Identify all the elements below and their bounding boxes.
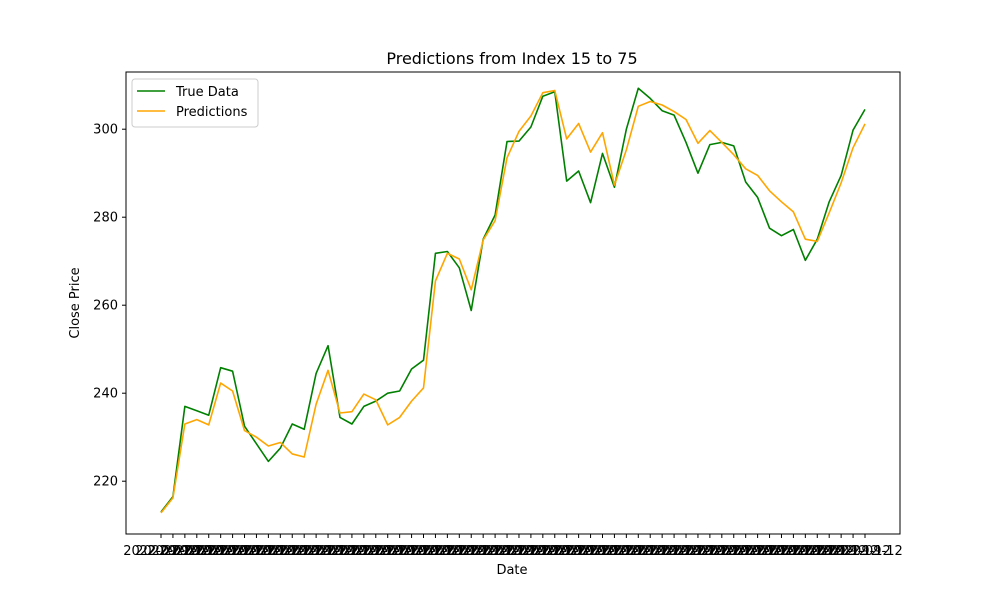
x-tick-label: 2022-09-12 bbox=[386, 544, 462, 559]
x-tick-label: 2022-09-12 bbox=[457, 544, 533, 559]
x-tick-label: 2022-09-12 bbox=[505, 544, 581, 559]
x-tick-label: 2022-09-12 bbox=[207, 544, 283, 559]
plot-frame bbox=[125, 71, 901, 535]
x-tick-label: 2022-09-12 bbox=[660, 544, 736, 559]
x-tick-label: 2022-09-12 bbox=[744, 544, 820, 559]
legend-label-true-data: True Data bbox=[175, 85, 239, 100]
x-tick-label: 2022-09-12 bbox=[433, 544, 509, 559]
x-tick-label: 2022-09-12 bbox=[648, 544, 724, 559]
x-tick-label: 2022-09-12 bbox=[422, 544, 498, 559]
x-tick-label: 2022-09-12 bbox=[827, 544, 903, 559]
x-tick-label: 2022-09-12 bbox=[374, 544, 450, 559]
x-tick-label: 2022-09-12 bbox=[362, 544, 438, 559]
x-tick-label: 2022-09-12 bbox=[493, 544, 569, 559]
x-tick-label: 2022-09-12 bbox=[183, 544, 259, 559]
plot-area: 2202402602803002022-09-122022-09-122022-… bbox=[93, 87, 903, 559]
legend: True Data Predictions bbox=[131, 78, 259, 128]
x-tick-label: 2022-09-12 bbox=[684, 544, 760, 559]
x-tick-label: 2022-09-12 bbox=[577, 544, 653, 559]
x-tick-label: 2022-09-12 bbox=[696, 544, 772, 559]
x-tick-label: 2022-09-12 bbox=[231, 544, 307, 559]
x-tick-label: 2022-09-12 bbox=[815, 544, 891, 559]
x-tick-label: 2022-09-12 bbox=[123, 544, 199, 559]
x-tick-label: 2022-09-12 bbox=[624, 544, 700, 559]
x-tick-label: 2022-09-12 bbox=[171, 544, 247, 559]
x-tick-label: 2022-09-12 bbox=[135, 544, 211, 559]
x-tick-label: 2022-09-12 bbox=[708, 544, 784, 559]
x-tick-label: 2022-09-12 bbox=[147, 544, 223, 559]
x-tick-label: 2022-09-12 bbox=[541, 544, 617, 559]
x-tick-label: 2022-09-12 bbox=[517, 544, 593, 559]
chart-title: Predictions from Index 15 to 75 bbox=[386, 49, 637, 68]
legend-label-predictions: Predictions bbox=[176, 105, 248, 120]
x-tick-label: 2022-09-12 bbox=[326, 544, 402, 559]
x-axis-label: Date bbox=[496, 563, 527, 578]
x-tick-label: 2022-09-12 bbox=[254, 544, 330, 559]
x-tick-label: 2022-09-12 bbox=[445, 544, 521, 559]
x-tick-label: 2022-09-12 bbox=[266, 544, 342, 559]
x-tick-label: 2022-09-12 bbox=[529, 544, 605, 559]
x-tick-label: 2022-09-12 bbox=[779, 544, 855, 559]
x-tick-label: 2022-09-12 bbox=[720, 544, 796, 559]
x-tick-label: 2022-09-12 bbox=[219, 544, 295, 559]
x-tick-label: 2022-09-12 bbox=[565, 544, 641, 559]
x-tick-label: 2022-09-12 bbox=[410, 544, 486, 559]
series-line-predictions bbox=[160, 89, 866, 514]
x-tick-label: 2022-09-12 bbox=[553, 544, 629, 559]
series-line-true-data bbox=[160, 87, 866, 513]
x-tick-label: 2022-09-12 bbox=[290, 544, 366, 559]
y-tick-label: 300 bbox=[93, 123, 118, 138]
y-tick-label: 220 bbox=[93, 475, 118, 490]
x-tick-label: 2022-09-12 bbox=[768, 544, 844, 559]
x-tick-label: 2022-09-12 bbox=[302, 544, 378, 559]
x-tick-label: 2022-09-12 bbox=[612, 544, 688, 559]
x-tick-label: 2022-09-12 bbox=[589, 544, 665, 559]
y-tick-label: 280 bbox=[93, 211, 118, 226]
x-tick-label: 2022-09-12 bbox=[338, 544, 414, 559]
x-tick-label: 2022-09-12 bbox=[803, 544, 879, 559]
x-tick-label: 2022-09-12 bbox=[195, 544, 271, 559]
x-tick-label: 2022-09-12 bbox=[672, 544, 748, 559]
x-tick-label: 2022-09-12 bbox=[469, 544, 545, 559]
x-tick-label: 2022-09-12 bbox=[243, 544, 319, 559]
x-tick-label: 2022-09-12 bbox=[314, 544, 390, 559]
x-tick-label: 2022-09-12 bbox=[350, 544, 426, 559]
y-tick-label: 260 bbox=[93, 299, 118, 314]
x-tick-label: 2022-09-12 bbox=[481, 544, 557, 559]
x-tick-label: 2022-09-12 bbox=[159, 544, 235, 559]
x-tick-label: 2022-09-12 bbox=[636, 544, 712, 559]
x-tick-label: 2022-09-12 bbox=[732, 544, 808, 559]
y-axis-label: Close Price bbox=[68, 267, 83, 338]
x-tick-label: 2022-09-12 bbox=[756, 544, 832, 559]
x-tick-label: 2022-09-12 bbox=[791, 544, 867, 559]
y-tick-label: 240 bbox=[93, 387, 118, 402]
x-tick-label: 2022-09-12 bbox=[398, 544, 474, 559]
x-tick-label: 2022-09-12 bbox=[278, 544, 354, 559]
x-tick-label: 2022-09-12 bbox=[601, 544, 677, 559]
